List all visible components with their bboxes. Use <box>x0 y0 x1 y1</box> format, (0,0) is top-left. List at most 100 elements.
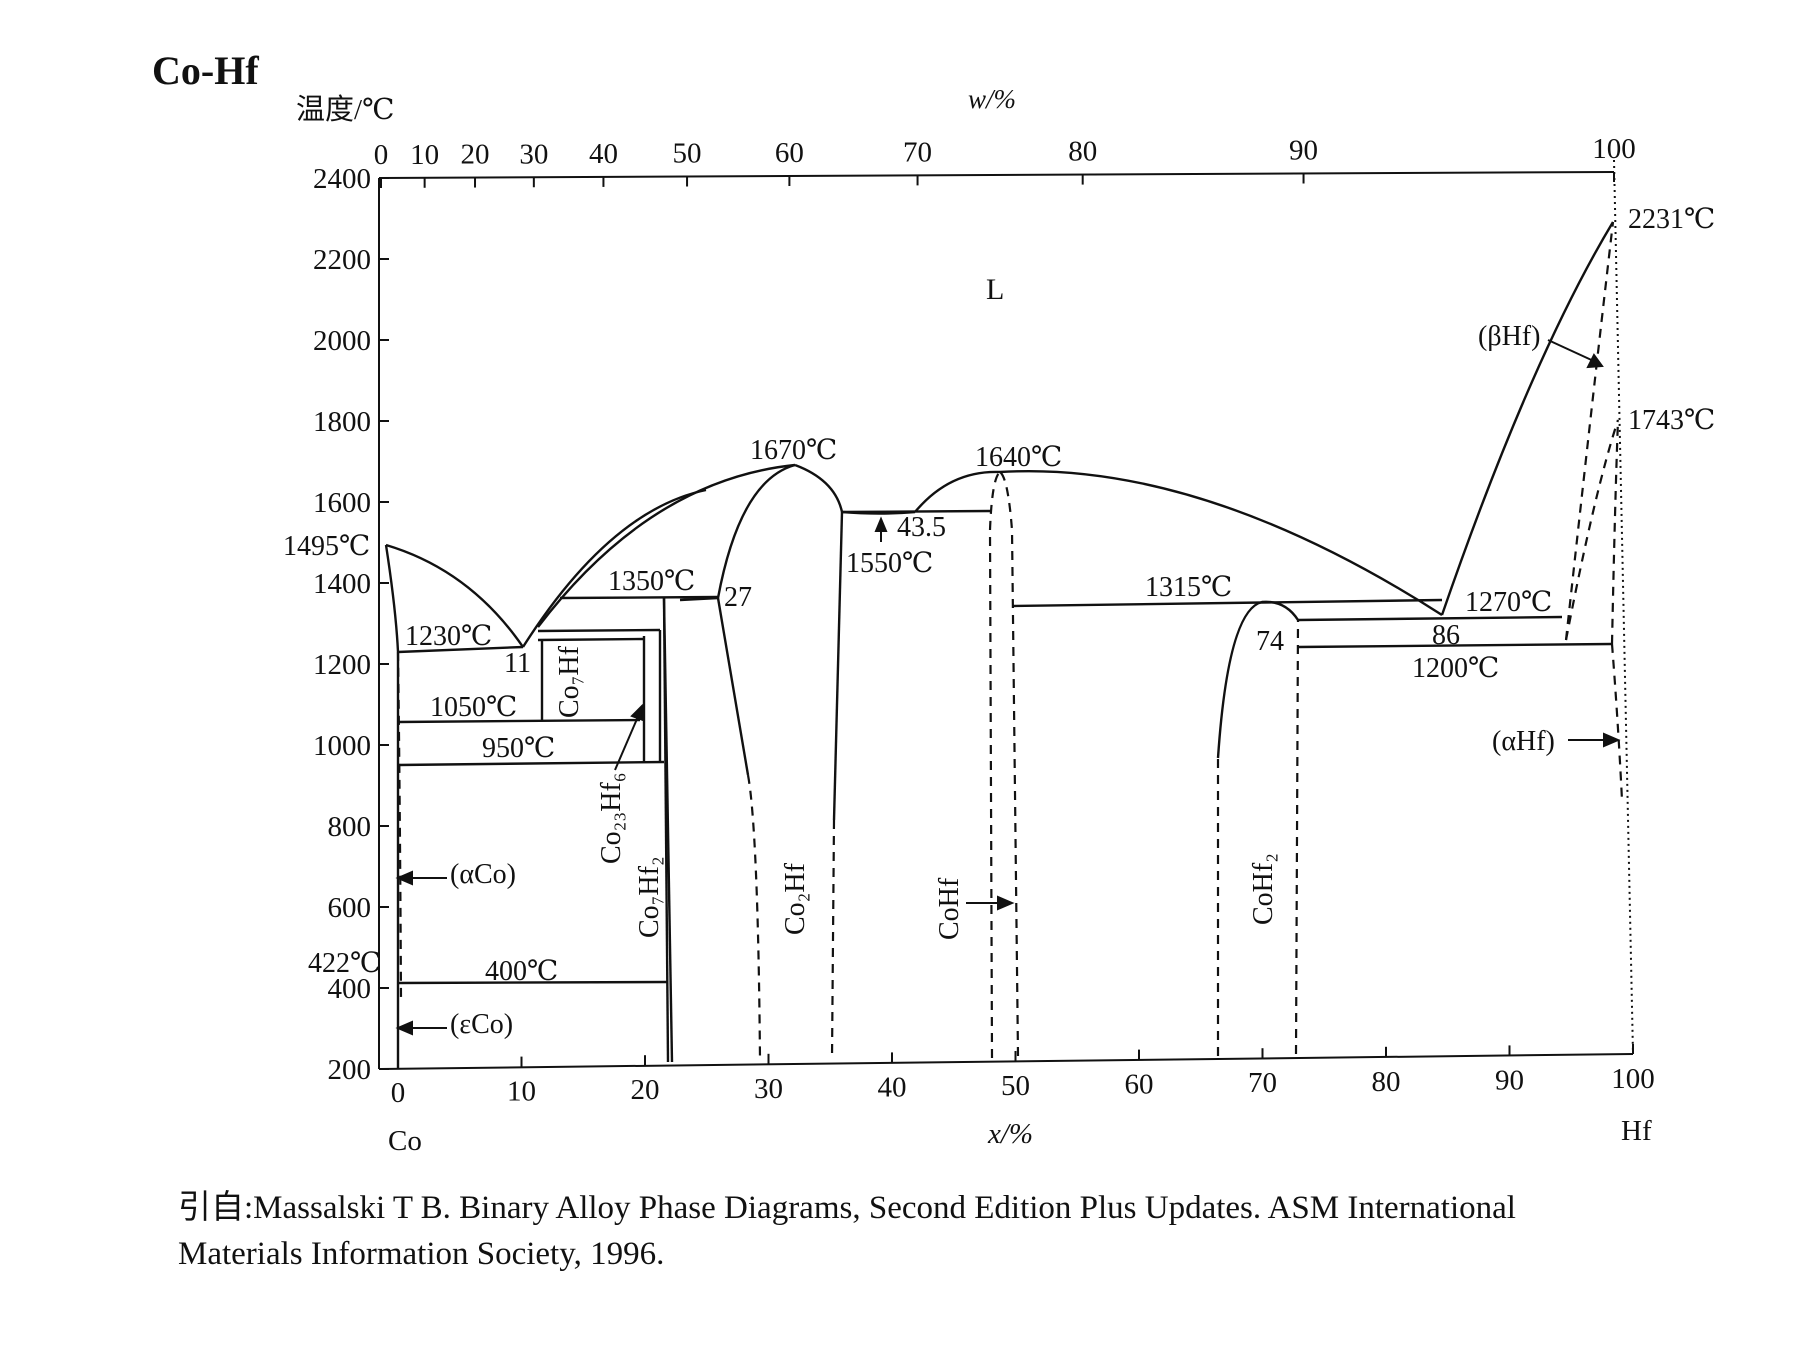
top-tick-label: 30 <box>519 138 548 170</box>
x-tick-label: 80 <box>1372 1066 1401 1098</box>
liquidus-to-1670 <box>537 463 796 628</box>
line-400 <box>397 980 669 985</box>
chart-title: Co-Hf <box>152 48 259 93</box>
caption-line-2: Materials Information Society, 1996. <box>178 1236 665 1272</box>
y-tick-label: 2400 <box>313 163 371 195</box>
line-1350 <box>559 595 719 600</box>
label-86: 86 <box>1432 620 1460 651</box>
dashed-boundaries <box>396 221 1624 1061</box>
line-1290 <box>537 637 645 642</box>
label-co2hf: Co₂Hf <box>780 862 811 935</box>
label-beta-hf: (βHf) <box>1478 321 1540 352</box>
label-1743: 1743℃ <box>1628 405 1715 436</box>
co2hf-dome-left <box>716 463 796 599</box>
label-1550: 1550℃ <box>846 548 933 579</box>
x-tick-label: 10 <box>507 1076 536 1108</box>
label-400: 400℃ <box>485 956 558 987</box>
line-1200 <box>1297 642 1613 649</box>
x-tick-label: 20 <box>631 1074 660 1106</box>
x-tick-label: 0 <box>391 1077 406 1109</box>
label-1200: 1200℃ <box>1412 653 1499 684</box>
x-axis-bottom <box>378 1053 1634 1070</box>
liquidus-1640-right <box>999 469 1443 617</box>
co7hf2-right-bottom <box>662 597 674 1063</box>
co2hf-left-solvus <box>716 597 750 776</box>
y-tick-label: 1400 <box>313 568 371 600</box>
label-43-5: 43.5 <box>897 512 946 543</box>
x-ticks-bottom: 0 10 20 30 40 50 60 70 80 90 100 <box>391 1044 1655 1109</box>
label-epsilon-co: (εCo) <box>450 1009 513 1040</box>
y-tick-label: 600 <box>328 892 372 924</box>
label-1495: 1495℃ <box>283 531 370 562</box>
alpha-co-dash <box>396 651 403 1001</box>
y-tick-label: 1000 <box>313 730 371 762</box>
line-1300a <box>537 628 661 633</box>
label-co7hf2: Co₇Hf₂ <box>634 856 665 938</box>
co7hf2-right <box>679 596 719 602</box>
y-ticks: 200 400 600 800 1000 1200 1400 1600 1800 2000 2200… <box>313 163 389 1086</box>
liquidus-1640-left <box>914 470 1001 513</box>
top-tick-label: 70 <box>903 136 932 168</box>
label-1270: 1270℃ <box>1465 587 1552 618</box>
arrows <box>395 339 1621 1036</box>
co2hf-left-dash <box>746 774 762 1061</box>
label-alpha-hf: (αHf) <box>1492 726 1555 757</box>
top-tick-label: 20 <box>461 139 490 171</box>
beta-hf-solvus <box>1564 221 1615 641</box>
top-tick-label: 80 <box>1068 136 1097 168</box>
top-tick-label: 50 <box>673 138 702 170</box>
alpha-hf-lower <box>1610 643 1624 801</box>
label-27: 27 <box>724 582 752 613</box>
top-tick-label: 60 <box>775 137 804 169</box>
x-tick-label: 90 <box>1495 1064 1524 1096</box>
element-left-label: Co <box>388 1125 422 1157</box>
alpha-hf-boundary <box>1610 419 1620 645</box>
top-tick-label: 90 <box>1289 135 1318 167</box>
top-axis-label: w/% <box>968 84 1016 114</box>
element-right-label: Hf <box>1621 1115 1652 1147</box>
liquidus-co7hf2 <box>521 488 707 648</box>
co2hf-right-dash <box>830 819 836 1059</box>
annotations: 1495℃ 1230℃ 11 1050℃ 950℃ 422℃ 400℃ 1350… <box>283 204 1715 1040</box>
bottom-axis-label: x/% <box>987 1118 1033 1150</box>
top-tick-label: 100 <box>1592 133 1636 165</box>
caption-line-1: 引自:Massalski T B. Binary Alloy Phase Dia… <box>178 1190 1516 1226</box>
cohf2-right <box>1294 619 1300 1055</box>
label-11: 11 <box>504 648 531 679</box>
x-axis-top <box>378 171 1615 179</box>
right-axis <box>1613 159 1634 1055</box>
line-950 <box>397 760 665 767</box>
x-tick-label: 40 <box>878 1071 907 1103</box>
label-74: 74 <box>1256 626 1284 657</box>
y-tick-label: 400 <box>328 973 372 1005</box>
label-co7hf: Co₇Hf <box>554 645 585 718</box>
label-1350: 1350℃ <box>608 566 695 597</box>
label-liquid: L <box>986 273 1004 306</box>
co-solidus <box>384 544 400 653</box>
label-2231: 2231℃ <box>1628 204 1715 235</box>
co2hf-dome-right <box>794 463 844 513</box>
top-tick-label: 0 <box>374 139 389 171</box>
label-1230: 1230℃ <box>405 621 492 652</box>
y-tick-label: 1600 <box>313 487 371 519</box>
label-alpha-co: (αCo) <box>450 859 516 890</box>
label-1640: 1640℃ <box>975 442 1062 473</box>
y-tick-label: 800 <box>328 811 372 843</box>
line-1230 <box>397 645 524 654</box>
line-1315 <box>1011 598 1443 608</box>
label-co23hf6: Co₂₃Hf₆ <box>596 772 627 864</box>
y-tick-label: 1800 <box>313 406 371 438</box>
label-1315: 1315℃ <box>1145 572 1232 603</box>
label-950: 950℃ <box>482 733 555 764</box>
x-ticks-top: 0 10 20 30 40 50 60 70 80 90 100 <box>374 133 1636 188</box>
liquidus-beta-hf <box>1440 221 1615 616</box>
y-tick-label: 200 <box>328 1054 372 1086</box>
label-1050: 1050℃ <box>430 692 517 723</box>
y-axis-label: 温度/℃ <box>296 93 395 126</box>
label-1670: 1670℃ <box>750 435 837 466</box>
x-tick-label: 100 <box>1611 1063 1655 1095</box>
label-cohf: CoHf <box>934 877 965 940</box>
y-tick-label: 1200 <box>313 649 371 681</box>
y-tick-label: 2000 <box>313 325 371 357</box>
